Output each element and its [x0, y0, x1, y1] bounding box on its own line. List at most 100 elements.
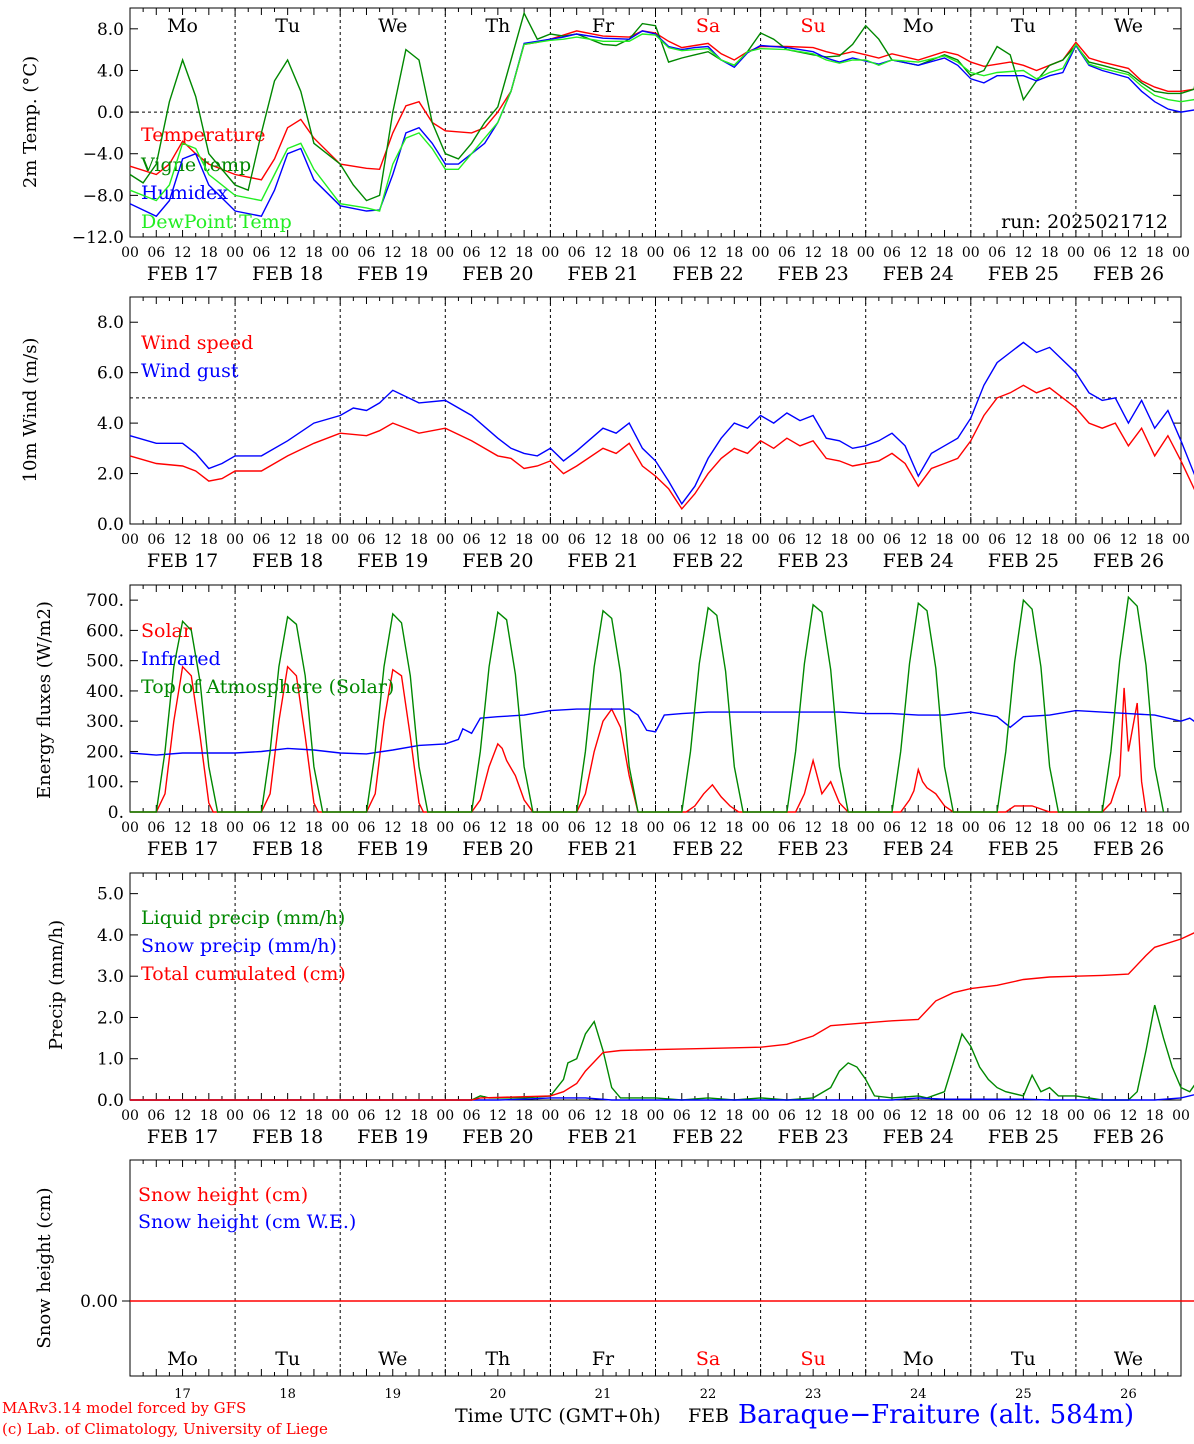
- legend-entry: Top of Atmosphere (Solar): [141, 676, 394, 698]
- x-hour-tick-label: 00: [1172, 245, 1190, 261]
- x-hour-tick-label: 18: [831, 245, 849, 261]
- x-hour-tick-label: 00: [857, 1108, 875, 1124]
- x-hour-tick-label: 12: [1120, 245, 1138, 261]
- y-tick-label: 600.: [86, 621, 124, 641]
- x-hour-tick-label: 18: [1146, 245, 1164, 261]
- x-hour-tick-label: 18: [200, 820, 218, 836]
- x-hour-tick-label: 06: [147, 820, 165, 836]
- x-hour-tick-label: 12: [174, 1108, 192, 1124]
- x-date-label: FEB 18: [252, 1126, 323, 1148]
- x-hour-tick-label: 06: [252, 245, 270, 261]
- x-hour-tick-label: 00: [752, 245, 770, 261]
- x-hour-tick-label: 18: [1041, 820, 1059, 836]
- x-date-label: FEB 21: [567, 550, 638, 572]
- x-hour-tick-label: 06: [568, 532, 586, 548]
- day-number-label: 22: [700, 1387, 717, 1402]
- y-tick-label: 0.0: [97, 103, 124, 123]
- x-hour-tick-label: 06: [883, 245, 901, 261]
- x-date-label: FEB 26: [1093, 838, 1164, 860]
- x-hour-tick-label: 12: [1014, 532, 1032, 548]
- series-line-snow-precip-mm-h-: [130, 1094, 1194, 1101]
- x-hour-tick-label: 18: [515, 1108, 533, 1124]
- x-hour-tick-label: 12: [279, 532, 297, 548]
- x-hour-tick-label: 00: [857, 532, 875, 548]
- x-date-label: FEB 26: [1093, 1126, 1164, 1148]
- x-date-label: FEB 24: [883, 550, 954, 572]
- y-tick-label: 6.0: [97, 364, 124, 384]
- x-hour-tick-label: 06: [358, 820, 376, 836]
- x-hour-tick-label: 06: [147, 532, 165, 548]
- x-hour-tick-label: 18: [831, 532, 849, 548]
- x-hour-tick-label: 12: [699, 820, 717, 836]
- x-hour-tick-label: 18: [620, 820, 638, 836]
- y-tick-label: 8.0: [97, 313, 124, 333]
- x-date-label: FEB 19: [357, 838, 428, 860]
- day-number-label: 21: [595, 1387, 612, 1402]
- x-hour-tick-label: 00: [121, 1108, 139, 1124]
- series-line-humidex: [129, 30, 1194, 218]
- x-hour-tick-label: 12: [279, 820, 297, 836]
- x-hour-tick-label: 18: [305, 532, 323, 548]
- x-hour-tick-label: 18: [515, 820, 533, 836]
- x-hour-tick-label: 12: [1014, 1108, 1032, 1124]
- run-label: run: 2025021712: [1001, 211, 1168, 233]
- y-axis-label: Energy fluxes (W/m2): [34, 601, 55, 799]
- x-hour-tick-label: 00: [1172, 1108, 1190, 1124]
- x-hour-tick-label: 12: [174, 532, 192, 548]
- x-hour-tick-label: 12: [804, 532, 822, 548]
- y-tick-label: 700.: [86, 591, 124, 611]
- legend-entry: Snow height (cm): [138, 1184, 308, 1206]
- x-hour-tick-label: 18: [831, 820, 849, 836]
- x-hour-tick-label: 18: [515, 245, 533, 261]
- x-hour-tick-label: 18: [725, 820, 743, 836]
- x-hour-tick-label: 18: [1041, 532, 1059, 548]
- x-hour-tick-label: 18: [305, 245, 323, 261]
- x-hour-tick-label: 06: [1093, 1108, 1111, 1124]
- x-hour-tick-label: 18: [725, 245, 743, 261]
- x-hour-tick-label: 18: [410, 532, 428, 548]
- x-hour-tick-label: 06: [147, 245, 165, 261]
- x-hour-tick-label: 18: [305, 820, 323, 836]
- x-date-label: FEB 20: [462, 1126, 533, 1148]
- y-tick-label: 300.: [86, 712, 124, 732]
- model-credit: MARv3.14 model forced by GFS: [2, 1399, 247, 1417]
- x-hour-tick-label: 18: [936, 1108, 954, 1124]
- day-number-label: 17: [174, 1387, 191, 1402]
- y-axis-label: Snow height (cm): [34, 1187, 55, 1348]
- x-hour-tick-label: 06: [883, 532, 901, 548]
- x-date-label: FEB 22: [672, 263, 743, 285]
- x-hour-tick-label: 06: [673, 245, 691, 261]
- x-hour-tick-label: 18: [725, 532, 743, 548]
- x-hour-tick-label: 06: [778, 245, 796, 261]
- x-hour-tick-label: 00: [436, 820, 454, 836]
- weekday-label-bottom: Fr: [592, 1348, 615, 1370]
- y-tick-label: 2.0: [97, 465, 124, 485]
- weekday-label-bottom: We: [378, 1348, 407, 1370]
- y-tick-label: −12.0: [72, 228, 124, 248]
- station-title: Baraque−Fraiture (alt. 584m): [738, 1400, 1135, 1430]
- x-hour-tick-label: 18: [1041, 1108, 1059, 1124]
- x-hour-tick-label: 00: [541, 1108, 559, 1124]
- x-hour-tick-label: 00: [541, 245, 559, 261]
- x-hour-tick-label: 12: [384, 532, 402, 548]
- x-date-label: FEB 17: [147, 838, 218, 860]
- x-hour-tick-label: 12: [909, 532, 927, 548]
- y-tick-label: 5.0: [97, 885, 124, 905]
- x-hour-tick-label: 12: [279, 245, 297, 261]
- weekday-label-top: Tu: [1011, 15, 1036, 37]
- weekday-label-bottom: Sa: [696, 1348, 720, 1370]
- x-hour-tick-label: 12: [174, 245, 192, 261]
- copyright-credit: (c) Lab. of Climatology, University of L…: [2, 1420, 328, 1438]
- x-hour-tick-label: 06: [778, 1108, 796, 1124]
- y-axis-label: 2m Temp. (°C): [20, 56, 41, 188]
- x-hour-tick-label: 00: [962, 820, 980, 836]
- x-hour-tick-label: 00: [1067, 820, 1085, 836]
- x-hour-tick-label: 18: [936, 820, 954, 836]
- x-date-label: FEB 22: [672, 550, 743, 572]
- x-hour-tick-label: 06: [988, 820, 1006, 836]
- x-hour-tick-label: 00: [857, 820, 875, 836]
- x-hour-tick-label: 00: [436, 245, 454, 261]
- x-date-label: FEB 17: [147, 1126, 218, 1148]
- x-hour-tick-label: 06: [988, 532, 1006, 548]
- weekday-label-top: Th: [485, 15, 510, 37]
